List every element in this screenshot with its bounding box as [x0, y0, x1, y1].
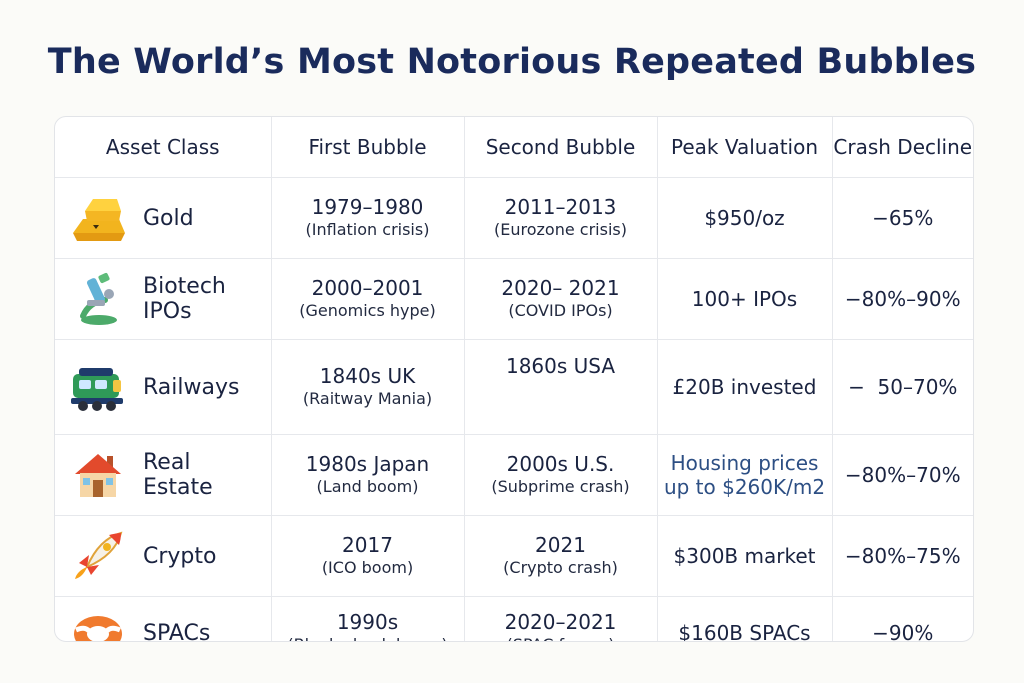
col-header-asset-class: Asset Class	[55, 117, 272, 178]
col-header-second-bubble: Second Bubble	[464, 117, 658, 178]
crash-decline-cell: −90%	[872, 621, 934, 642]
first-bubble-cell: 2017 (ICO boom)	[271, 515, 465, 597]
col-header-crash-decline: Crash Decline	[832, 117, 973, 178]
table-row: Biotech IPOs 2000–2001 (Genomics hype) 2…	[55, 258, 973, 340]
asset-cell: Railways	[55, 339, 272, 435]
gold-bar-icon	[73, 199, 125, 241]
peak-valuation-cell: $160B SPACs	[657, 596, 833, 641]
asset-label: Gold	[143, 205, 194, 231]
first-bubble-cell: 1980s Japan (Land boom)	[271, 434, 465, 516]
bubbles-table: Asset Class First Bubble Second Bubble P…	[54, 116, 974, 642]
second-bubble-cell: 2020–2021 (SPAC frenzy)	[464, 596, 658, 641]
second-bubble-cell: 1860s USA	[464, 339, 658, 435]
second-bubble-cell: 2021 (Crypto crash)	[464, 515, 658, 597]
peak-valuation-cell: Housing prices up to $260K/m2	[657, 434, 833, 516]
table-row: Gold 1979–1980 (Inflation crisis) 2011–2…	[55, 177, 973, 259]
first-bubble-cell: 1979–1980 (Inflation crisis)	[271, 177, 465, 259]
table-row: Crypto 2017 (ICO boom) 2021 (Crypto cras…	[55, 515, 973, 597]
col-header-first-bubble: First Bubble	[271, 117, 465, 178]
train-icon	[71, 368, 123, 411]
house-icon	[75, 454, 121, 497]
asset-label: Biotech IPOs	[143, 274, 226, 324]
asset-cell: Biotech IPOs	[55, 258, 272, 340]
microscope-icon	[80, 272, 117, 325]
rocket-icon	[75, 531, 123, 579]
asset-label: Real Estate	[143, 450, 213, 500]
first-bubble-cell: 1990s (Blank-check boom)	[271, 596, 465, 641]
table-row: Real Estate 1980s Japan (Land boom) 2000…	[55, 434, 973, 516]
second-bubble-cell: 2011–2013 (Eurozone crisis)	[464, 177, 658, 259]
peak-valuation-cell: $300B market	[657, 515, 833, 597]
asset-cell: Real Estate	[55, 434, 272, 516]
crash-decline-cell: −80%–90%	[832, 258, 973, 340]
page-title: The World’s Most Notorious Repeated Bubb…	[47, 42, 977, 82]
peak-valuation-cell: 100+ IPOs	[657, 258, 833, 340]
asset-label: Crypto	[143, 543, 217, 569]
asset-cell: Crypto	[55, 515, 272, 597]
second-bubble-cell: 2000s U.S. (Subprime crash)	[464, 434, 658, 516]
asset-cell: SPACs	[55, 596, 272, 642]
crash-decline-cell: −80%–70%	[832, 434, 973, 516]
col-header-peak-valuation: Peak Valuation	[657, 117, 833, 178]
first-bubble-cell: 2000–2001 (Genomics hype)	[271, 258, 465, 340]
peak-valuation-cell: $950/oz	[657, 177, 833, 259]
table-row: SPACs 1990s (Blank-check boom) 2020–2021…	[55, 596, 973, 642]
crash-decline-cell: −80%–75%	[832, 515, 973, 597]
asset-cell: Gold	[55, 177, 272, 259]
crash-decline-cell: − 50–70%	[832, 339, 973, 435]
header-row: Asset Class First Bubble Second Bubble P…	[55, 117, 973, 178]
first-bubble-cell: 1840s UK (Raitway Mania)	[271, 339, 465, 435]
asset-label: Railways	[143, 374, 240, 400]
peak-valuation-cell: £20B invested	[657, 339, 833, 435]
second-bubble-cell: 2020– 2021 (COVID IPOs)	[464, 258, 658, 340]
life-ring-icon	[74, 616, 122, 641]
table-row: Railways 1840s UK (Raitway Mania) 1860s …	[55, 339, 973, 435]
crash-decline-cell: −65%	[832, 177, 973, 259]
asset-label: SPACs	[143, 620, 211, 642]
